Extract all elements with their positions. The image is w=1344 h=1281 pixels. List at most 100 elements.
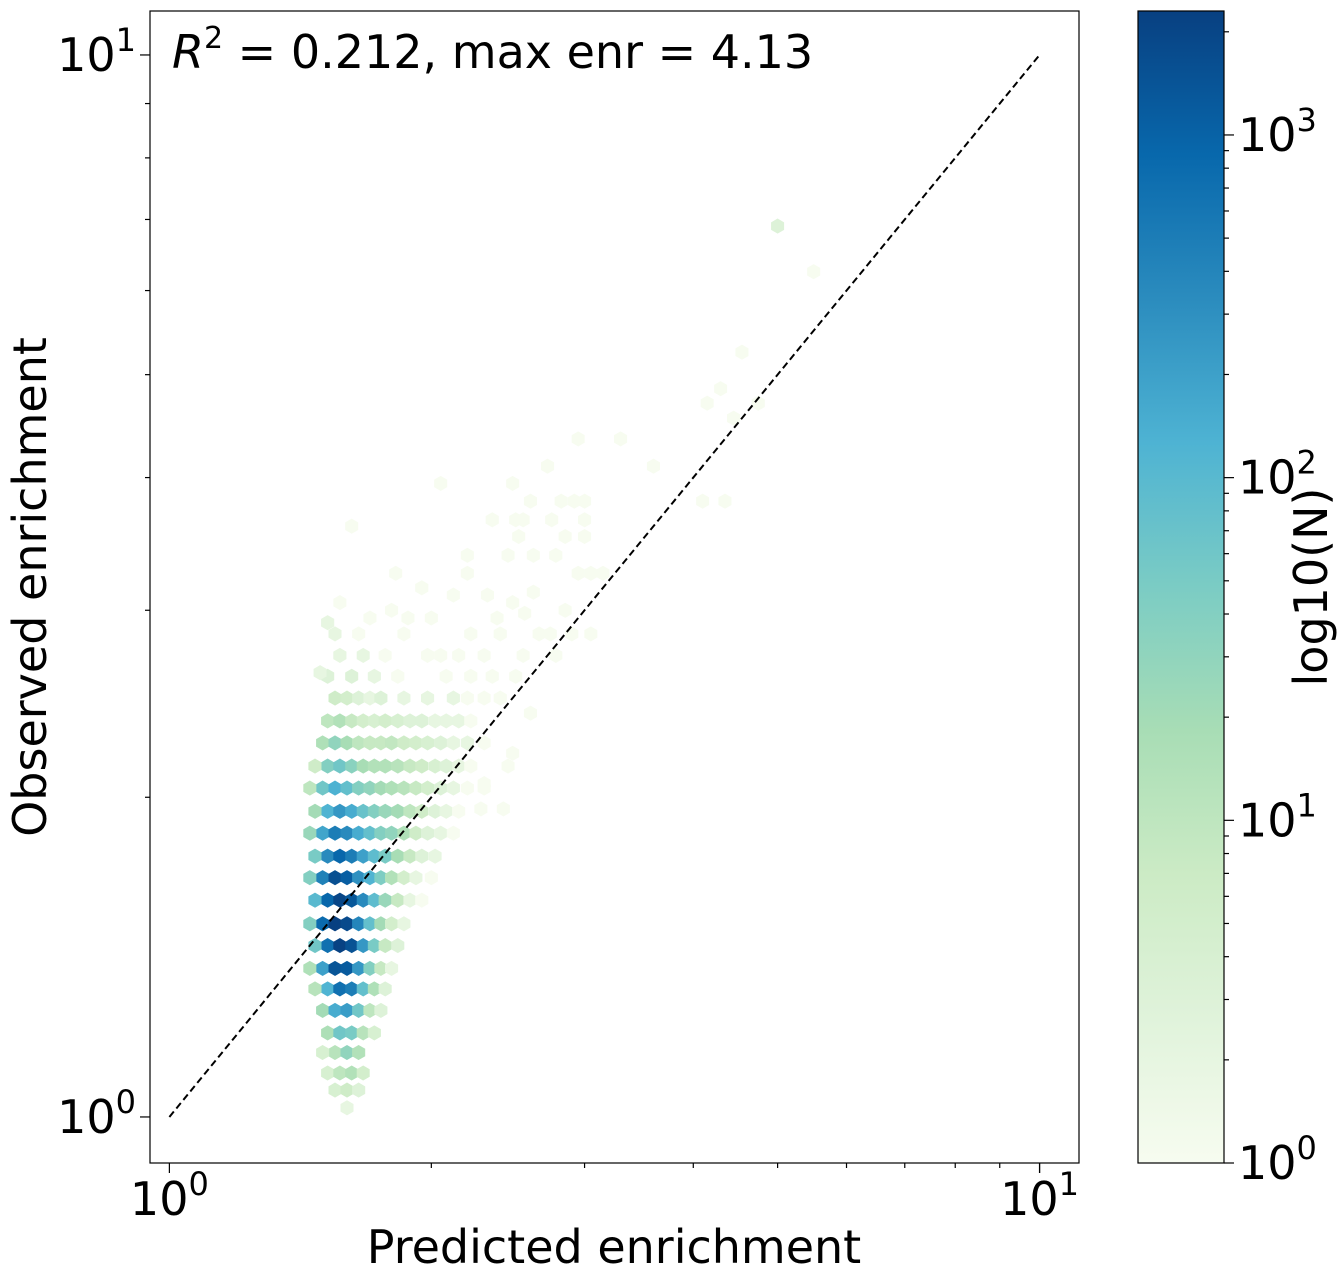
hexbin-cell: [333, 1065, 347, 1081]
hexbin-cell: [485, 668, 499, 684]
hexbin-cell: [303, 916, 317, 932]
hexbin-cell: [401, 610, 415, 626]
hexbin-cell: [356, 713, 370, 729]
hexbin-cell: [428, 758, 442, 774]
hexbin-cell: [415, 892, 429, 908]
hexbin-cell: [460, 547, 474, 563]
hexbin-cell: [340, 960, 354, 976]
hexbin-cell: [340, 1100, 354, 1116]
x-tick-label: 100: [130, 1165, 209, 1226]
hexbin-cell: [303, 780, 317, 796]
hexbin-cell: [378, 892, 392, 908]
hexbin-cell: [356, 938, 370, 954]
hexbin-cell: [333, 848, 347, 864]
hexbin-cell: [316, 960, 330, 976]
hexbin-cell: [409, 870, 423, 886]
hexbin-cell: [345, 1065, 359, 1081]
hexbin-cell: [506, 745, 520, 761]
hexbin-cell: [409, 735, 423, 751]
colorbar-tick-label: 100: [1238, 1129, 1317, 1190]
x-axis: 100 101: [130, 1163, 1079, 1226]
hexbin-cell: [446, 587, 460, 603]
colorbar-tick-label: 102: [1238, 444, 1317, 505]
hexbin-cell: [352, 870, 366, 886]
hexbin-cell: [384, 780, 399, 796]
hexbin-cell: [397, 690, 411, 706]
hexbin-cell: [345, 981, 359, 997]
hexbin-layer: [303, 218, 821, 1116]
y-axis: 100 101: [57, 21, 150, 1144]
hexbin-cell: [333, 647, 347, 663]
hexbin-cell: [328, 1044, 342, 1061]
plot-frame: [149, 10, 1080, 1164]
hexbin-cell: [403, 848, 417, 864]
hexbin-cell: [420, 780, 435, 796]
hexbin-cell: [352, 1044, 366, 1061]
hexbin-cell: [428, 713, 442, 729]
hexbin-cell: [718, 493, 732, 509]
hexbin-cell: [477, 776, 491, 792]
hexbin-cell: [321, 803, 335, 819]
y-tick-label: 100: [57, 1083, 136, 1144]
hexbin-cell: [577, 528, 592, 545]
hexbin-cell: [352, 780, 366, 796]
hexbin-cell: [397, 780, 411, 796]
hexbin-cell: [543, 626, 557, 642]
hexbin-cell: [460, 565, 474, 581]
hexbin-cell: [403, 758, 417, 774]
hexbin-cell: [340, 780, 354, 796]
hexbin-cell: [328, 1082, 342, 1098]
hexbin-cell: [477, 735, 491, 751]
hexbin-cell: [446, 825, 460, 841]
hexbin-cell: [352, 1082, 366, 1098]
hexbin-cell: [526, 584, 540, 600]
hexbin-cell: [345, 713, 359, 729]
hexbin-cell: [356, 892, 370, 908]
hexbin-cell: [439, 803, 453, 819]
hexbin-cell: [352, 626, 366, 642]
identity-reference-line: [168, 54, 1041, 1118]
hexbin-cell: [340, 1002, 354, 1018]
hexbin-cell: [415, 758, 429, 774]
hexbin-cell: [434, 735, 448, 751]
hexbin-cell: [363, 610, 377, 626]
hexbin-cell: [415, 580, 429, 596]
hexbin-cell: [316, 1044, 330, 1061]
hexbin-cell: [303, 870, 317, 886]
hexbin-cell: [356, 758, 370, 774]
hexbin-cell: [308, 758, 322, 774]
hexbin-cell: [523, 493, 538, 509]
hexbin-cell: [356, 1025, 370, 1041]
hexbin-cell: [340, 916, 354, 932]
hexbin-cell: [496, 801, 510, 817]
hexbin-cell: [378, 803, 392, 819]
hexbin-cell: [420, 647, 435, 663]
hexbin-cell: [477, 647, 491, 663]
hexbin-cell: [308, 892, 322, 908]
hexbin-cell: [558, 528, 572, 545]
hexbin-cell: [333, 713, 347, 729]
hexbin-cell: [384, 916, 399, 932]
hexbin-cell: [384, 870, 399, 886]
hexbin-cell: [397, 870, 411, 886]
hexbin-cell: [391, 758, 405, 774]
hexbin-cell: [506, 475, 520, 491]
hexbin-cell: [613, 431, 628, 447]
hexbin-cell: [464, 713, 478, 729]
hexbin-cell: [316, 1002, 330, 1018]
hexbin-cell: [316, 870, 330, 886]
hexbin-cell: [452, 803, 466, 819]
hexbin-cell: [415, 803, 429, 819]
hexbin-cell: [523, 705, 538, 721]
hexbin-cell: [558, 602, 572, 618]
hexbin-cell: [439, 758, 453, 774]
hexbin-cell: [384, 735, 399, 751]
hexbin-cell: [321, 892, 335, 908]
hexbin-cell: [428, 848, 442, 864]
hexbin-cell: [328, 870, 342, 886]
hexbin-cell: [391, 803, 405, 819]
hexbin-cell: [501, 758, 515, 774]
hexbin-cell: [771, 218, 785, 234]
hexbin-cell: [356, 647, 370, 663]
